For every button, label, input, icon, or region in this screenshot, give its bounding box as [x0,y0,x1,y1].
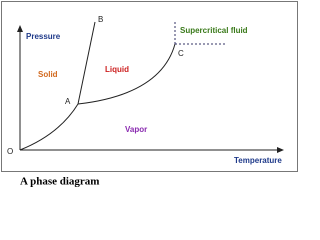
x-arrow [277,147,284,153]
caption: A phase diagram [20,176,99,188]
diagram: Pressure Temperature O A B C Solid Liqui… [1,1,298,188]
point-label: A [65,97,71,106]
region-label: Vapor [125,125,147,134]
y-arrow [17,25,23,32]
region-label: Liquid [105,65,129,74]
x-axis-label: Temperature [234,156,282,165]
frame [1,1,298,172]
sublimation-curve [19,103,79,151]
y-axis-label: Pressure [26,32,61,41]
melting-curve [77,21,96,105]
point-label: C [178,49,184,58]
region-label: Supercritical fluid [180,26,248,35]
origin-label: O [7,147,13,156]
point-label: B [98,15,103,24]
page: {"axes": {"y_label": "Pressure", "x_labe… [1,1,298,188]
region-label: Solid [38,70,58,79]
vaporization-curve [77,43,176,105]
